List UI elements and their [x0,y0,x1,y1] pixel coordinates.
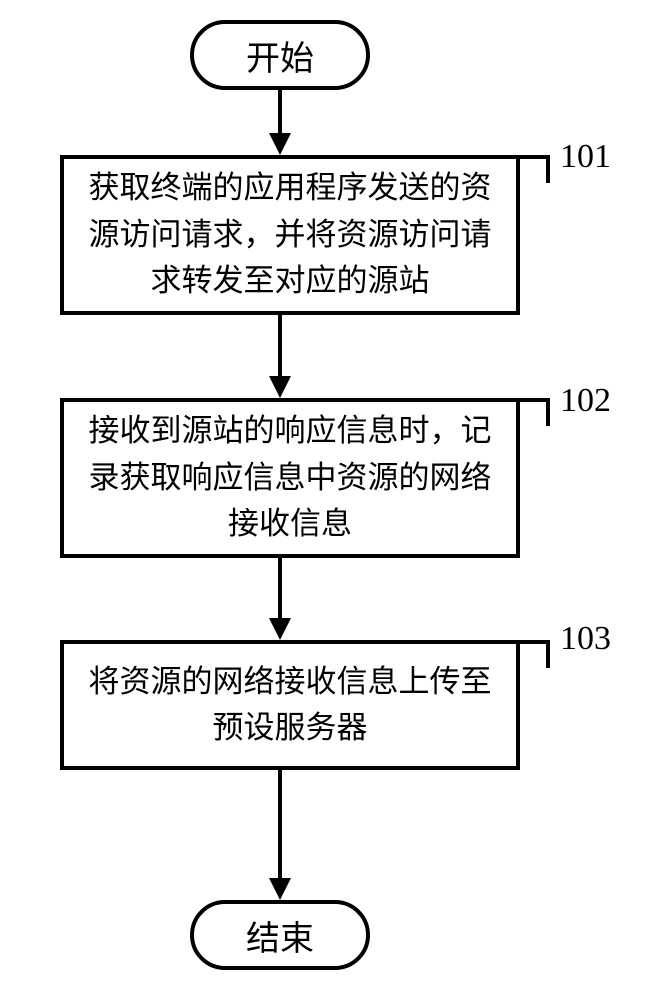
label-101: 101 [560,138,611,176]
label-102: 102 [560,382,611,420]
step2-node: 接收到源站的响应信息时，记 录获取响应信息中资源的网络 接收信息 [60,398,520,558]
step2-text: 接收到源站的响应信息时，记 录获取响应信息中资源的网络 接收信息 [89,408,492,548]
label-103: 103 [560,620,611,658]
arrow-4 [278,770,282,882]
step3-text: 将资源的网络接收信息上传至 预设服务器 [89,659,492,752]
arrow-2-head [269,376,291,398]
notch-1-v [546,155,550,183]
step1-node: 获取终端的应用程序发送的资 源访问请求，并将资源访问请 求转发至对应的源站 [60,155,520,315]
arrow-1 [278,90,282,137]
start-text: 开始 [246,31,314,80]
notch-3-v [546,640,550,668]
step1-text: 获取终端的应用程序发送的资 源访问请求，并将资源访问请 求转发至对应的源站 [89,165,492,305]
arrow-3-head [269,618,291,640]
arrow-4-head [269,878,291,900]
notch-2-v [546,398,550,426]
arrow-2 [278,315,282,380]
flowchart-canvas: 开始 获取终端的应用程序发送的资 源访问请求，并将资源访问请 求转发至对应的源站… [0,0,657,1000]
arrow-1-head [269,133,291,155]
arrow-3 [278,558,282,622]
step3-node: 将资源的网络接收信息上传至 预设服务器 [60,640,520,770]
end-node: 结束 [190,900,370,970]
end-text: 结束 [246,911,314,960]
start-node: 开始 [190,20,370,90]
